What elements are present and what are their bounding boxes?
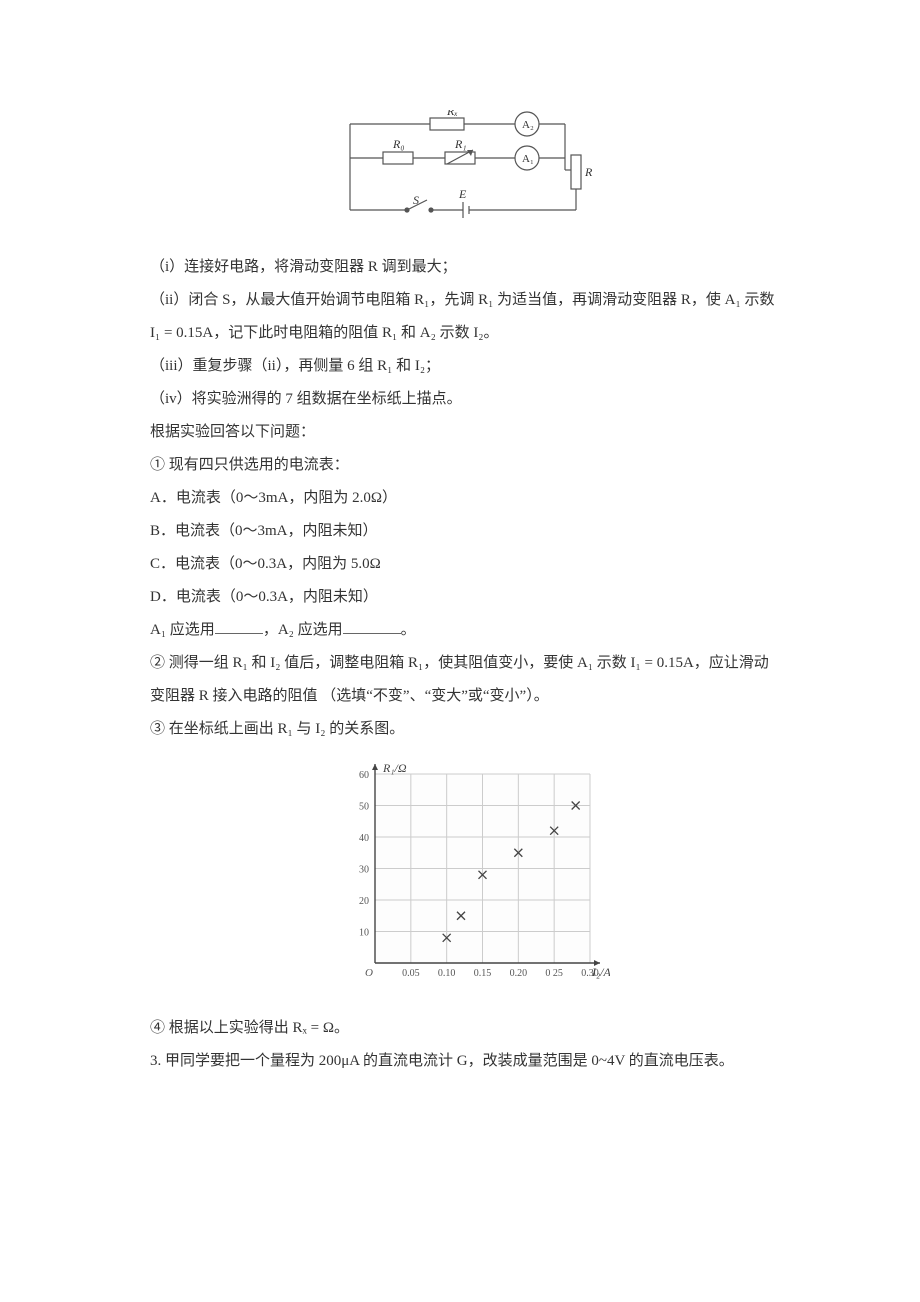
svg-text:R: R bbox=[584, 165, 593, 179]
svg-text:0.20: 0.20 bbox=[510, 968, 528, 979]
q1-ans-pre1: A₁ 应选用 bbox=[150, 622, 215, 638]
step-i: （i）连接好电路，将滑动变阻器 R 调到最大； bbox=[150, 251, 780, 284]
svg-text:40: 40 bbox=[359, 833, 369, 844]
svg-text:20: 20 bbox=[359, 896, 369, 907]
step-iv: （iv）将实验洲得的 7 组数据在坐标纸上描点。 bbox=[150, 383, 780, 416]
svg-text:Rₓ: Rₓ bbox=[446, 110, 458, 118]
q3: ③ 在坐标纸上画出 R₁ 与 I₂ 的关系图。 bbox=[150, 713, 780, 746]
r1-i2-chart: 1020304050600.050.100.150.200 250.30OR₁/… bbox=[150, 756, 780, 1004]
q2: ② 测得一组 R₁ 和 I₂ 值后，调整电阻箱 R₁，使其阻值变小，要使 A₁ … bbox=[150, 647, 780, 713]
blank-a1 bbox=[215, 618, 263, 634]
q4: ④ 根据以上实验得出 Rₓ = Ω。 bbox=[150, 1012, 780, 1045]
q1-ans-post: 。 bbox=[401, 622, 416, 638]
svg-text:R₁/Ω: R₁/Ω bbox=[382, 761, 407, 775]
svg-text:E: E bbox=[458, 187, 467, 201]
svg-text:A₁: A₁ bbox=[522, 153, 534, 165]
q1-opt-b: B．电流表（0～3mA，内阻未知） bbox=[150, 515, 780, 548]
q1-opt-d: D．电流表（0～0.3A，内阻未知） bbox=[150, 581, 780, 614]
q1-ans-mid: ，A₂ 应选用 bbox=[263, 622, 343, 638]
svg-text:30: 30 bbox=[359, 865, 369, 876]
svg-text:0.05: 0.05 bbox=[402, 968, 420, 979]
svg-text:10: 10 bbox=[359, 928, 369, 939]
svg-text:60: 60 bbox=[359, 770, 369, 781]
circuit-diagram: Rₓ A₂ R₀ R₁ A₁ bbox=[150, 110, 780, 243]
q1-lead: ① 现有四只供选用的电流表： bbox=[150, 449, 780, 482]
svg-text:A₂: A₂ bbox=[522, 119, 534, 131]
step-ii: （ii）闭合 S，从最大值开始调节电阻箱 R₁，先调 R₁ 为适当值，再调滑动变… bbox=[150, 284, 780, 350]
q1-opt-c: C．电流表（0～0.3A，内阻为 5.0Ω bbox=[150, 548, 780, 581]
svg-text:O: O bbox=[365, 967, 373, 979]
step-iii: （iii）重复步骤（ii），再侧量 6 组 R₁ 和 I₂； bbox=[150, 350, 780, 383]
svg-text:R₁: R₁ bbox=[454, 137, 467, 151]
svg-text:I₂/A: I₂/A bbox=[591, 965, 610, 979]
q1-answer-line: A₁ 应选用 ，A₂ 应选用 。 bbox=[150, 614, 780, 647]
svg-text:50: 50 bbox=[359, 802, 369, 813]
svg-text:0.10: 0.10 bbox=[438, 968, 456, 979]
svg-text:0.15: 0.15 bbox=[474, 968, 492, 979]
blank-a2 bbox=[343, 618, 401, 634]
svg-text:R₀: R₀ bbox=[392, 137, 405, 151]
prompt: 根据实验回答以下问题： bbox=[150, 416, 780, 449]
q1-opt-a: A．电流表（0～3mA，内阻为 2.0Ω） bbox=[150, 482, 780, 515]
q5: 3. 甲同学要把一个量程为 200μA 的直流电流计 G，改装成量范围是 0~4… bbox=[150, 1045, 780, 1078]
svg-text:S: S bbox=[413, 193, 419, 207]
svg-text:0 25: 0 25 bbox=[545, 968, 563, 979]
